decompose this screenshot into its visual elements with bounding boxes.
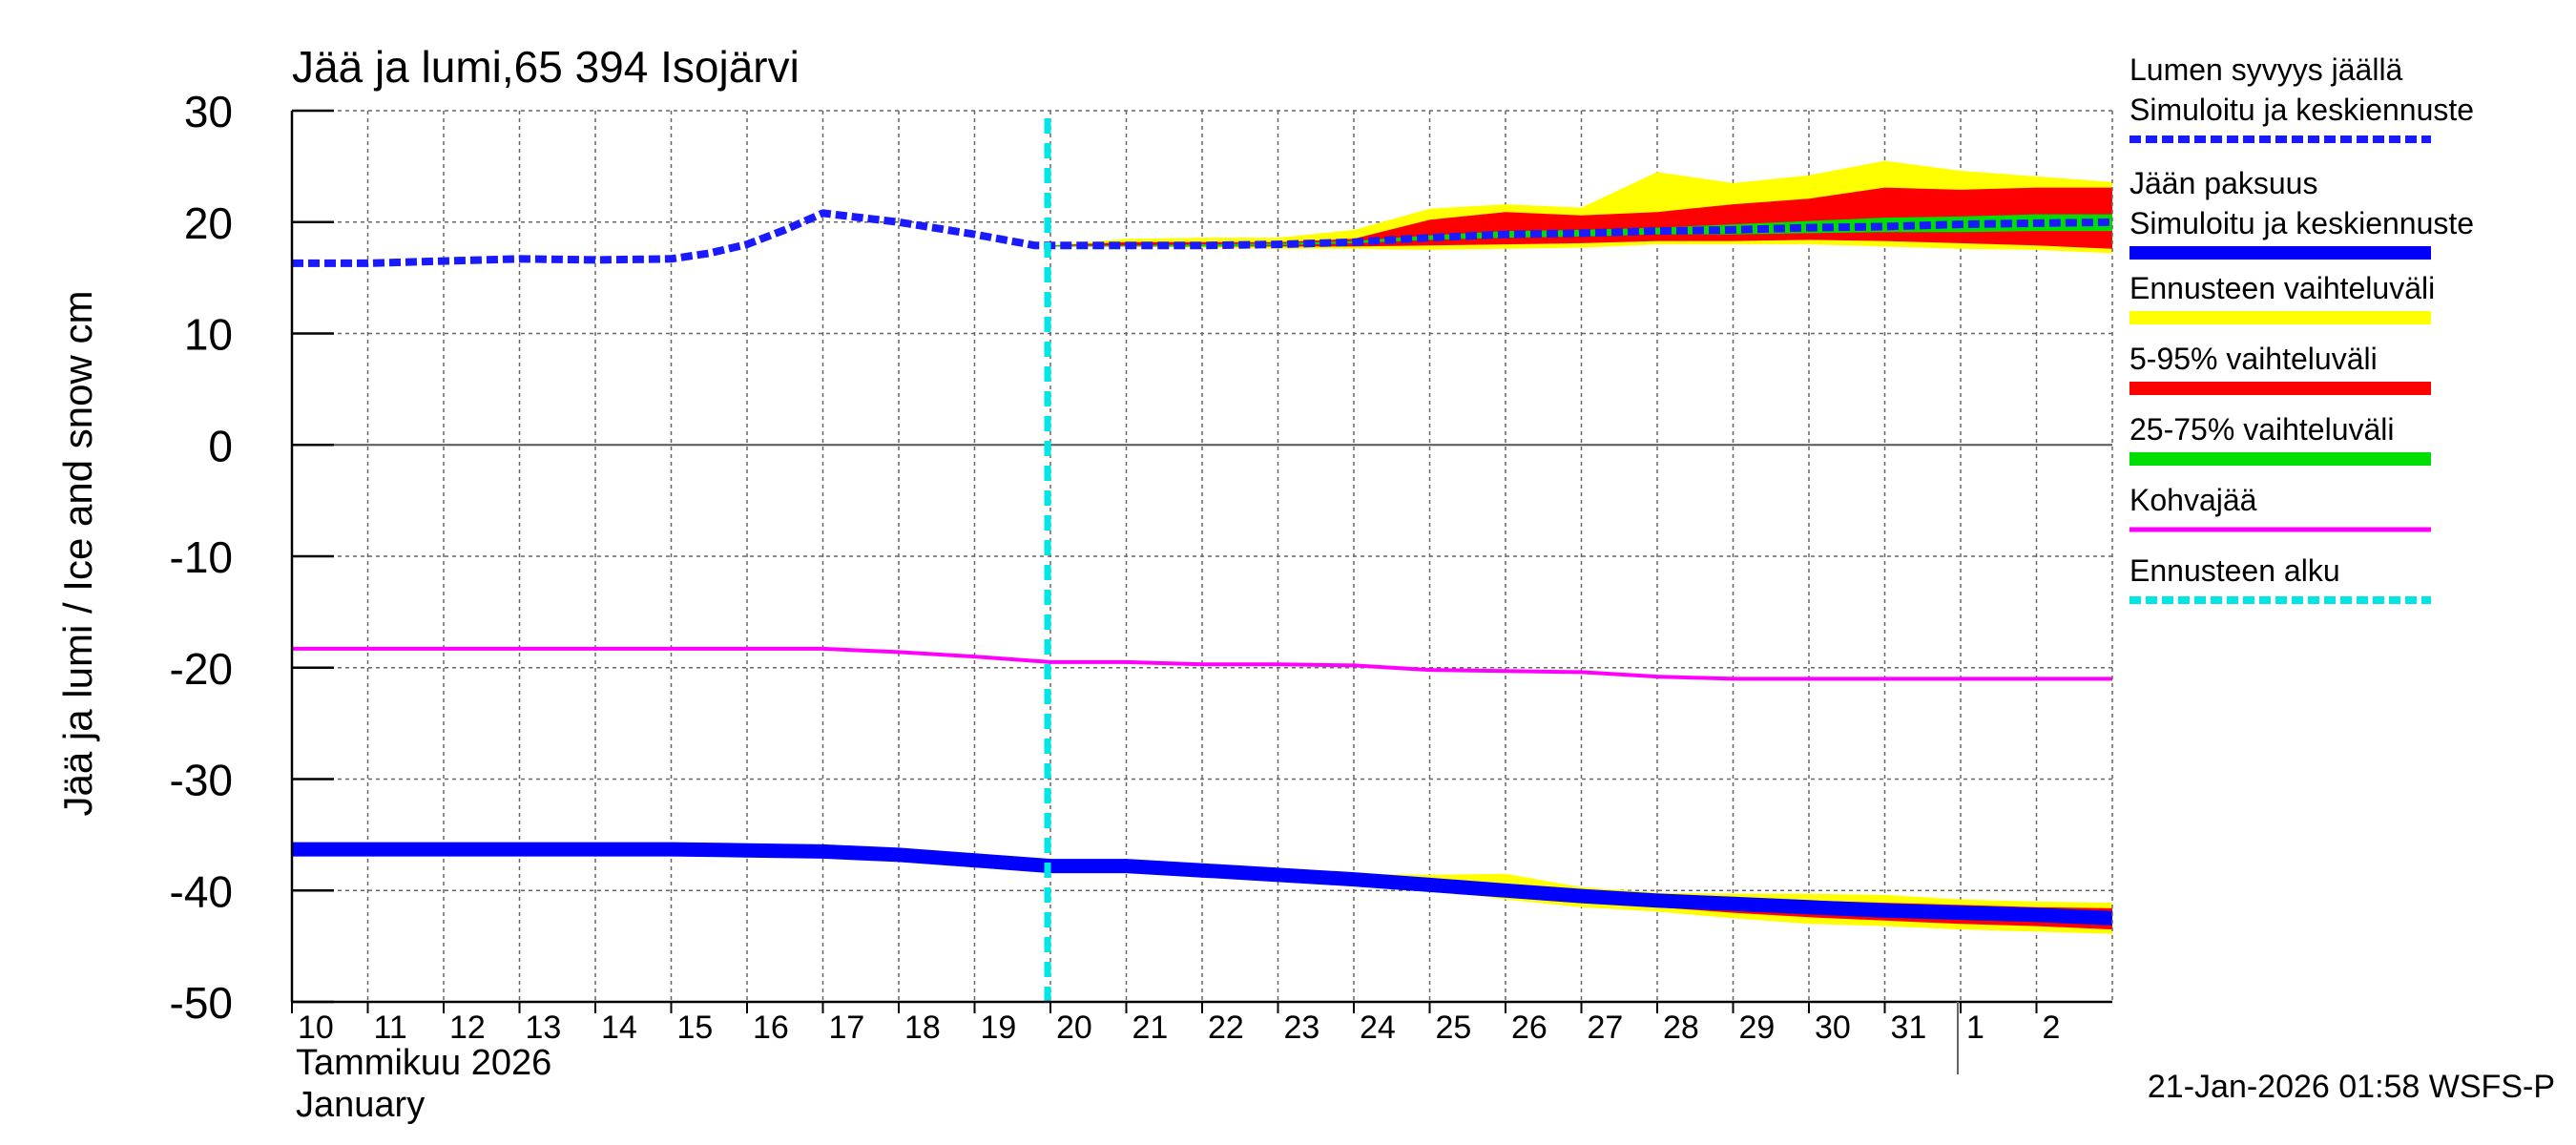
legend-item: Lumen syvyys jäällä Simuloitu ja keskienn… [2129,52,2474,143]
y-tick-label: -20 [170,644,233,694]
x-tick-label: 10 [298,1010,334,1046]
legend-item-sublabel: Simuloitu ja keskiennuste [2129,93,2474,127]
legend-item: Ennusteen alku [2129,553,2431,604]
x-tick-label: 15 [677,1010,714,1046]
legend-item-label: Lumen syvyys jäällä [2129,52,2403,87]
legend-item: 5-95% vaihteluväli [2129,342,2431,395]
y-tick-label: -40 [170,866,233,916]
legend-item-label: 5-95% vaihteluväli [2129,342,2378,376]
legend-item: Kohvajää [2129,483,2431,532]
x-tick-label: 25 [1436,1010,1472,1046]
month-label-english: January [296,1085,425,1125]
x-tick-label: 13 [526,1010,562,1046]
legend-item-label: Ennusteen vaihteluväli [2129,271,2435,305]
plot-area [290,110,2113,1004]
y-tick-label: 0 [208,421,233,470]
x-tick-label: 11 [374,1010,407,1046]
x-tick-label: 29 [1739,1010,1776,1046]
legend-item-label: 25-75% vaihteluväli [2129,412,2395,447]
x-tick-label: 28 [1663,1010,1699,1046]
legend-item: Jään paksuus Simuloitu ja keskiennuste [2129,166,2474,260]
timestamp-footer: 21-Jan-2026 01:58 WSFS-P [2148,1069,2555,1105]
x-tick-label: 2 [2043,1010,2061,1046]
x-tick-label: 17 [829,1010,865,1046]
x-tick-label: 14 [601,1010,637,1046]
x-tick-label: 12 [449,1010,486,1046]
y-tick-label: -50 [170,978,233,1028]
snow-depth-line [292,209,2113,267]
legend-item-sublabel: Simuloitu ja keskiennuste [2129,206,2474,240]
x-axis-tick-labels: 10 11 12 13 14 15 16 17 18 19 20 21 22 23 24 25 26 27 28 29… [291,1002,2061,1074]
legend-item: Ennusteen vaihteluväli [2129,271,2435,324]
x-tick-label: 20 [1056,1010,1092,1046]
x-tick-label: 1 [1966,1010,1984,1046]
x-tick-label: 18 [904,1010,941,1046]
x-tick-label: 19 [981,1010,1017,1046]
legend: Lumen syvyys jäällä Simuloitu ja keskienn… [2129,52,2474,604]
y-axis-label: Jää ja lumi / Ice and snow cm [55,291,100,817]
chart-title: Jää ja lumi,65 394 Isojärvi [292,42,800,92]
x-tick-label: 30 [1815,1010,1851,1046]
y-tick-label: 20 [184,198,233,248]
y-tick-label: 10 [184,310,233,360]
x-tick-label: 24 [1360,1010,1396,1046]
y-axis-tick-labels: 30 20 10 0 -10 -20 -30 -40 -50 [170,87,334,1028]
legend-item-label: Jään paksuus [2129,166,2317,200]
slush-ice-line [292,646,2112,681]
x-tick-label: 23 [1284,1010,1320,1046]
x-tick-label: 21 [1132,1010,1169,1046]
y-tick-label: -30 [170,756,233,805]
legend-item-label: Kohvajää [2129,483,2257,517]
legend-item: 25-75% vaihteluväli [2129,412,2431,466]
y-tick-label: -10 [170,532,233,582]
x-tick-label: 31 [1891,1010,1927,1046]
x-tick-label: 16 [753,1010,789,1046]
y-tick-label: 30 [184,87,233,136]
x-tick-label: 27 [1588,1010,1624,1046]
x-tick-label: 22 [1208,1010,1244,1046]
month-label-finnish: Tammikuu 2026 [296,1043,551,1083]
snow-5-95-band [1050,187,2112,249]
x-tick-label: 26 [1511,1010,1548,1046]
legend-item-label: Ennusteen alku [2129,553,2340,588]
ice-thickness-line [292,842,2113,926]
